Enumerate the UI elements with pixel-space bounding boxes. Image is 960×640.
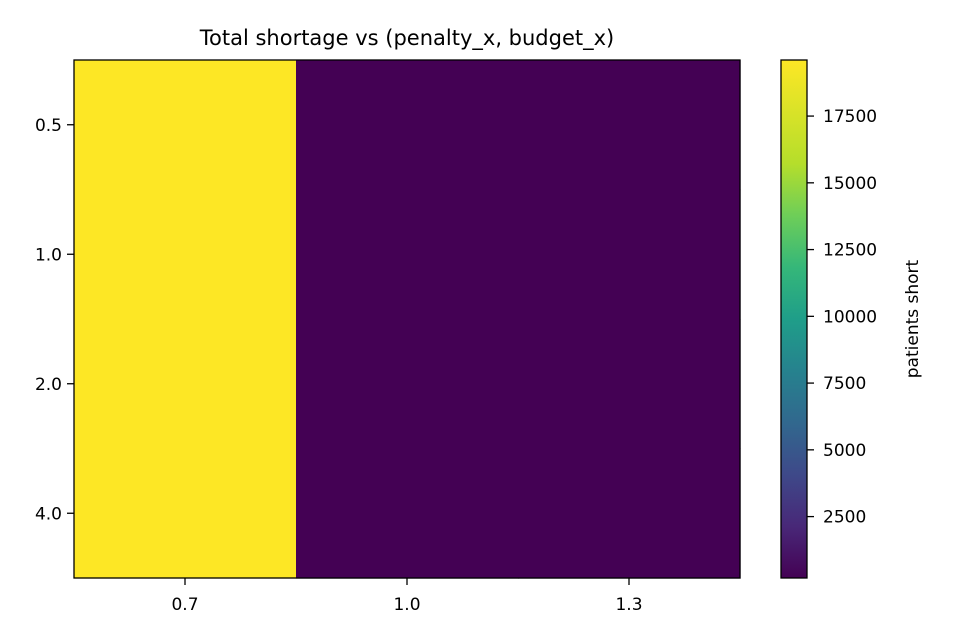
colorbar-tick-label: 10000 <box>823 307 877 327</box>
heatmap-cell <box>296 60 519 191</box>
colorbar-tick-label: 17500 <box>823 107 877 127</box>
heatmap-cell <box>518 189 741 320</box>
x-tick-label: 1.3 <box>615 595 642 615</box>
y-tick-label: 2.0 <box>35 375 62 395</box>
x-tick-label: 0.7 <box>171 595 198 615</box>
colorbar-tick-label: 5000 <box>823 441 866 461</box>
y-tick-label: 4.0 <box>35 504 62 524</box>
y-axis: 0.5 1.0 2.0 4.0 <box>35 116 74 524</box>
x-tick-label: 1.0 <box>393 595 420 615</box>
heatmap-cell <box>74 60 297 191</box>
colorbar-tick-label: 12500 <box>823 241 877 261</box>
heatmap-cell <box>296 319 519 450</box>
colorbar <box>780 59 808 579</box>
y-tick-label: 0.5 <box>35 116 62 136</box>
colorbar-tick-label: 15000 <box>823 174 877 194</box>
heatmap-cell <box>518 60 741 191</box>
colorbar-tick-label: 2500 <box>823 508 866 528</box>
heatmap-cell <box>518 448 741 579</box>
heatmap-cells <box>74 60 741 579</box>
heatmap-cell <box>74 319 297 450</box>
heatmap-cell <box>518 319 741 450</box>
y-tick-label: 1.0 <box>35 245 62 265</box>
colorbar-ticks: 2500 5000 7500 10000 12500 15000 17500 <box>807 107 877 528</box>
heatmap-cell <box>74 189 297 320</box>
chart-title: Total shortage vs (penalty_x, budget_x) <box>199 26 615 51</box>
heatmap-cell <box>74 448 297 579</box>
heatmap-cell <box>296 189 519 320</box>
colorbar-tick-label: 7500 <box>823 374 866 394</box>
colorbar-label: patients short <box>903 259 923 378</box>
heatmap-cell <box>296 448 519 579</box>
x-axis: 0.7 1.0 1.3 <box>171 578 643 615</box>
